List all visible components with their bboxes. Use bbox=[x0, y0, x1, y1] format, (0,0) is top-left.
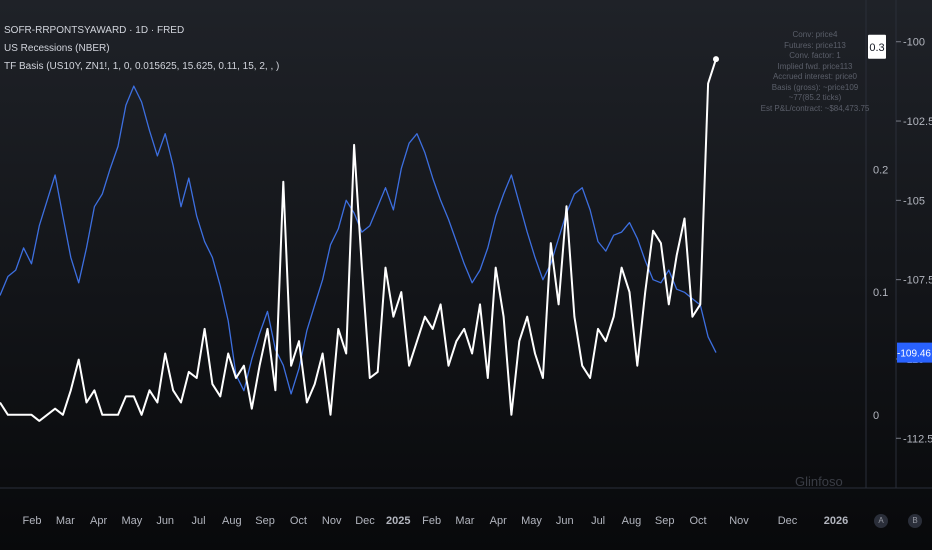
left-axis-tick-label: 0 bbox=[873, 410, 879, 422]
info-row: Futures: price113 bbox=[784, 40, 846, 50]
value-badges: 0.3 -109.46 bbox=[713, 34, 932, 363]
left-scale-top-badge-label: 0.3 bbox=[869, 42, 884, 54]
right-axis-tick-label: -105 bbox=[903, 195, 925, 207]
right-axis-tick-label: -102.5 bbox=[903, 116, 932, 128]
info-row: Accrued interest: price0 bbox=[772, 72, 858, 81]
time-axis-year-label: 2026 bbox=[824, 515, 848, 527]
log-scale-button[interactable]: B bbox=[908, 514, 922, 528]
last-price-badge-label: -109.46 bbox=[897, 349, 931, 360]
legend-symbol-line[interactable]: SOFR-RRPONTSYAWARD · 1D · FRED bbox=[4, 25, 185, 36]
auto-scale-button[interactable]: A bbox=[874, 514, 888, 528]
time-axis-month-label: Mar bbox=[455, 515, 474, 527]
left-scale-axis[interactable]: 0.2 0.1 0 bbox=[873, 164, 888, 421]
time-axis-month-label: Feb bbox=[422, 515, 441, 527]
time-axis-month-label: May bbox=[122, 515, 143, 527]
watermark-text: Glinfoso bbox=[795, 474, 843, 489]
left-axis-tick-label: 0.2 bbox=[873, 164, 888, 176]
series-line-blue bbox=[0, 85, 717, 395]
time-axis-month-label: Sep bbox=[655, 515, 675, 527]
time-axis-month-label: Jun bbox=[556, 515, 574, 527]
time-axis-month-label: Nov bbox=[729, 515, 749, 527]
series-line-white bbox=[0, 58, 717, 422]
time-axis-month-label: Aug bbox=[222, 515, 242, 527]
time-axis-month-label: Jul bbox=[591, 515, 605, 527]
right-axis-tick-label: -112.5 bbox=[903, 433, 932, 445]
time-axis-month-label: Jul bbox=[191, 515, 205, 527]
time-axis[interactable]: Feb Mar Apr May Jun Jul Aug Sep Oct Nov Dec 2025 Feb… bbox=[23, 515, 849, 527]
time-axis-month-label: Mar bbox=[56, 515, 75, 527]
time-axis-month-label: Nov bbox=[322, 515, 342, 527]
info-row: Basis (gross): ~price109 ~77(85.2 ticks) bbox=[771, 82, 859, 103]
time-axis-month-label: Oct bbox=[689, 515, 706, 527]
left-axis-tick-label: 0.1 bbox=[873, 287, 888, 299]
time-axis-month-label: Dec bbox=[355, 515, 375, 527]
info-row: Implied fwd. price113 bbox=[777, 61, 853, 71]
last-price-badge bbox=[897, 342, 932, 363]
time-axis-year-label: 2025 bbox=[386, 515, 410, 527]
time-axis-month-label: Apr bbox=[90, 515, 107, 527]
legend-indicator-line[interactable]: TF Basis (US10Y, ZN1!, 1, 0, 0.015625, 1… bbox=[4, 61, 280, 72]
left-scale-top-badge bbox=[868, 34, 886, 59]
time-axis-month-label: Jun bbox=[156, 515, 174, 527]
time-axis-month-label: Sep bbox=[255, 515, 275, 527]
chart-legend: SOFR-RRPONTSYAWARD · 1D · FRED US Recess… bbox=[4, 24, 279, 78]
legend-recessions-line[interactable]: US Recessions (NBER) bbox=[4, 43, 110, 54]
right-axis-tick-label: -107.5 bbox=[903, 275, 932, 287]
info-row: Conv: price4 bbox=[792, 30, 838, 39]
info-row: Est P&L/contract: ~$84,473.75 bbox=[760, 103, 870, 113]
info-row: Conv. factor: 1 bbox=[789, 51, 841, 60]
time-axis-month-label: Oct bbox=[290, 515, 307, 527]
white-series-end-dot bbox=[713, 56, 719, 63]
time-axis-month-label: Aug bbox=[622, 515, 642, 527]
indicator-info-box: Conv: price4 Futures: price113 Conv. fac… bbox=[760, 30, 870, 114]
time-axis-month-label: Dec bbox=[778, 515, 798, 527]
time-axis-month-label: Apr bbox=[490, 515, 507, 527]
right-axis-tick-label: -100 bbox=[903, 37, 925, 49]
series-group bbox=[0, 58, 717, 422]
time-axis-month-label: May bbox=[521, 515, 542, 527]
time-axis-month-label: Feb bbox=[23, 515, 42, 527]
